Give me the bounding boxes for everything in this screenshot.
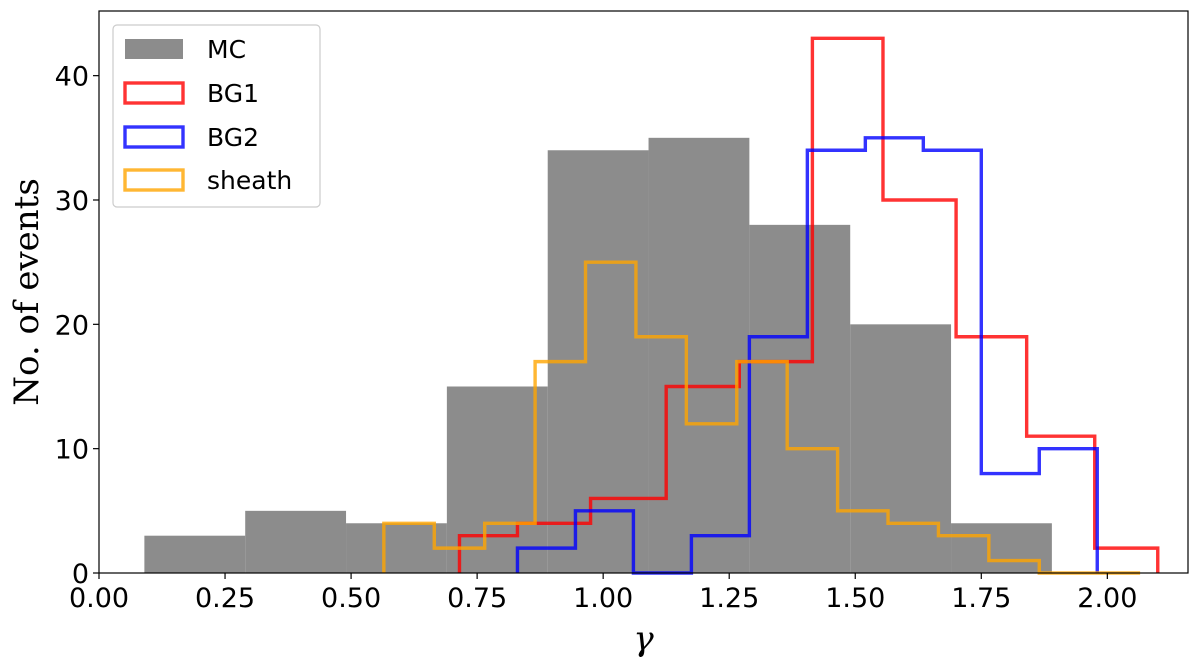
y-tick-label: 20	[55, 310, 89, 341]
x-axis-label: γ	[633, 619, 654, 659]
y-axis-label: No. of events	[7, 178, 47, 406]
step-series-layer	[382, 36, 1160, 575]
mc-bar	[446, 386, 548, 573]
legend-swatch-mc	[125, 39, 183, 59]
mc-bar	[749, 224, 851, 574]
y-tick-label: 40	[55, 62, 89, 93]
x-tick-label: 0.25	[195, 583, 255, 614]
legend-swatch-bg1	[123, 81, 185, 105]
x-tick-label: 0.75	[447, 583, 507, 614]
y-axis-ticks: 0 10 20 30 40	[55, 62, 99, 590]
x-tick-label: 1.75	[951, 583, 1011, 614]
legend-label-sheath: sheath	[207, 166, 292, 195]
legend-swatch-sheath	[123, 168, 185, 192]
x-tick-label: 0.50	[321, 583, 381, 614]
y-tick-label: 10	[55, 435, 89, 466]
x-tick-label: 0.00	[69, 583, 129, 614]
y-tick-label: 0	[72, 559, 89, 590]
x-axis-ticks: 0.00 0.25 0.50 0.75 1.00 1.25 1.50 1.75 2.00	[69, 573, 1137, 614]
legend-box	[112, 24, 321, 208]
x-tick-label: 1.25	[699, 583, 759, 614]
x-tick-label: 1.50	[825, 583, 885, 614]
mc-bar	[648, 137, 750, 574]
series-line-bg1	[457, 36, 1160, 573]
x-tick-label: 1.00	[573, 583, 633, 614]
mc-bar	[346, 523, 447, 573]
legend-swatch-bg2	[123, 125, 185, 149]
mc-bar	[245, 510, 347, 573]
x-tick-label: 2.00	[1077, 583, 1137, 614]
legend-label-mc: MC	[207, 35, 246, 64]
mc-bar	[850, 324, 952, 573]
series-line-sheath	[382, 260, 1141, 575]
y-tick-label: 30	[55, 186, 89, 217]
legend-label-bg1: BG1	[207, 79, 259, 108]
legend-label-bg2: BG2	[207, 123, 259, 152]
legend: MC BG1 BG2 sheath	[112, 24, 321, 208]
series-line-bg2	[515, 136, 1099, 575]
plot-frame	[98, 10, 1189, 574]
mc-bar	[144, 535, 246, 573]
mc-bar	[951, 523, 1052, 573]
